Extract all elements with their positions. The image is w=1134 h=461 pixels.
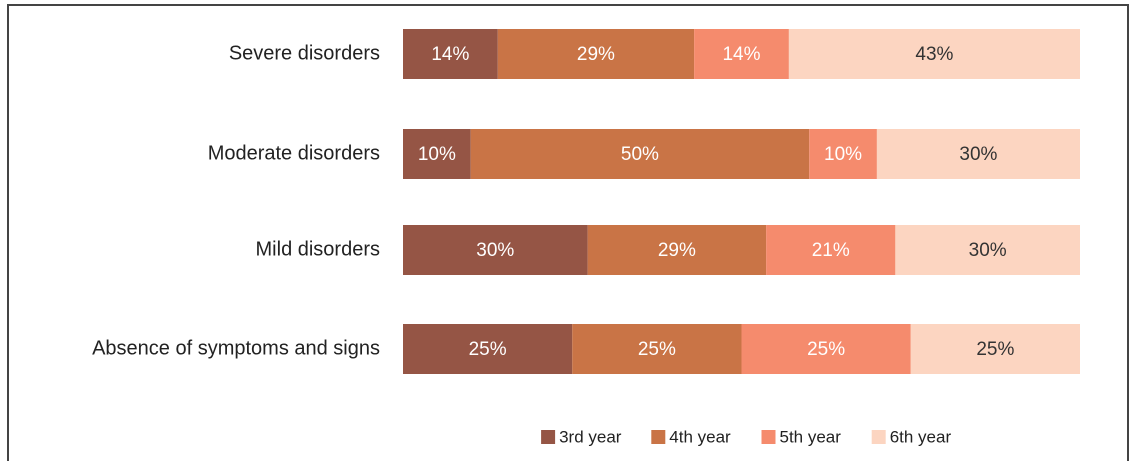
legend-label: 3rd year <box>559 427 622 446</box>
data-label: 30% <box>969 240 1007 261</box>
bar-segment <box>766 225 896 275</box>
legend-swatch <box>651 430 666 444</box>
bar-segment <box>403 129 471 179</box>
bar-segment <box>895 225 1080 275</box>
bar-segment <box>910 324 1080 374</box>
legend-swatch <box>761 430 776 444</box>
data-label: 50% <box>621 144 659 165</box>
bar-segment <box>694 29 789 79</box>
category-label: Severe disorders <box>229 42 380 64</box>
data-label: 25% <box>807 339 845 360</box>
data-label: 30% <box>959 144 997 165</box>
data-label: 21% <box>812 240 850 261</box>
category-label: Mild disorders <box>256 238 380 260</box>
data-label: 29% <box>658 240 696 261</box>
category-label: Moderate disorders <box>208 142 380 164</box>
data-label: 14% <box>431 44 469 65</box>
bar-segment <box>403 324 573 374</box>
data-label: 29% <box>577 44 615 65</box>
bar-segment <box>497 29 695 79</box>
bar-segment <box>403 29 498 79</box>
bar-segment <box>741 324 911 374</box>
data-label: 25% <box>469 339 507 360</box>
bar-segment <box>572 324 742 374</box>
data-label: 25% <box>976 339 1014 360</box>
data-label: 14% <box>722 44 760 65</box>
legend-label: 5th year <box>780 427 842 446</box>
legend-swatch <box>871 430 886 444</box>
data-label: 30% <box>476 240 514 261</box>
bar-segment <box>587 225 767 275</box>
bar-segment <box>470 129 810 179</box>
data-label: 25% <box>638 339 676 360</box>
frame <box>7 4 1129 461</box>
data-label: 43% <box>915 44 953 65</box>
bar-segment <box>403 225 588 275</box>
bar-segment <box>788 29 1080 79</box>
bar-segment <box>876 129 1080 179</box>
bar-segment <box>809 129 877 179</box>
legend-swatch <box>541 430 556 444</box>
data-label: 10% <box>418 144 456 165</box>
legend-label: 6th year <box>890 427 952 446</box>
data-label: 10% <box>824 144 862 165</box>
category-label: Absence of symptoms and signs <box>92 337 380 359</box>
legend-label: 4th year <box>669 427 731 446</box>
